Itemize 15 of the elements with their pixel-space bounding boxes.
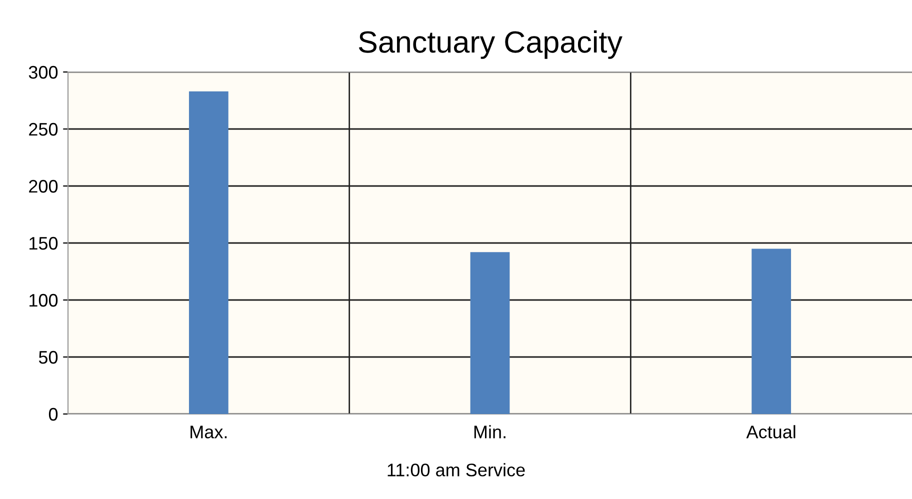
y-tick-label: 300 [28,66,58,79]
y-tick-label: 50 [38,350,58,364]
text: 11:00 am Service [388,463,525,476]
x-tick-label: Min. [474,425,506,438]
y-tick-label: 250 [29,122,58,136]
x-tick-label: Actual [746,425,796,438]
y-tick-label: 100 [30,294,58,307]
bar [752,248,792,414]
chart-title: Sanctuary Capacity [358,30,622,59]
y-tick-label: 150 [30,236,58,250]
y-tick-label: 200 [29,180,58,193]
y-tick-label: 0 [48,408,58,421]
bar [188,91,228,414]
x-tick-label: Max. [190,426,227,438]
bar [470,252,510,414]
